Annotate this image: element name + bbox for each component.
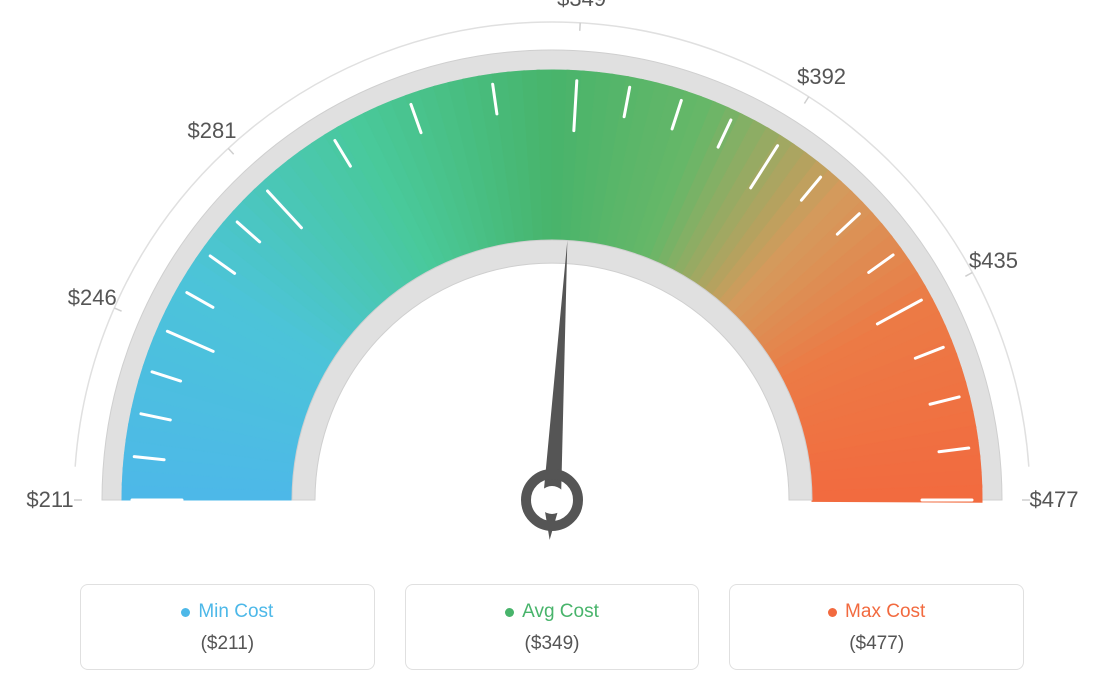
legend-avg-header: Avg Cost	[426, 601, 679, 623]
legend-card-max: Max Cost ($477)	[729, 584, 1024, 670]
legend-max-label: Max Cost	[845, 601, 925, 623]
legend-card-min: Min Cost ($211)	[80, 584, 375, 670]
gauge-tick-label: $211	[26, 487, 73, 513]
gauge-tick-label: $349	[557, 0, 606, 12]
legend-avg-value: ($349)	[426, 633, 679, 655]
cost-gauge-container: $211 $246 $281 $349 $392 $435 $477 Min Cost ($…	[0, 0, 1104, 690]
gauge-tick-label: $246	[68, 285, 117, 311]
legend-dot-max	[828, 608, 837, 617]
legend-dot-avg	[505, 608, 514, 617]
legend-max-header: Max Cost	[750, 601, 1003, 623]
legend-row: Min Cost ($211) Avg Cost ($349) Max Cost…	[80, 584, 1024, 670]
legend-avg-label: Avg Cost	[522, 601, 599, 623]
legend-min-label: Min Cost	[198, 601, 273, 623]
gauge-svg	[0, 0, 1104, 560]
gauge-tick-label: $435	[969, 248, 1018, 274]
gauge-tick-label: $281	[188, 118, 237, 144]
gauge-tick-label: $392	[797, 64, 846, 90]
gauge-tick-label: $477	[1030, 487, 1079, 513]
legend-dot-min	[181, 608, 190, 617]
legend-card-avg: Avg Cost ($349)	[405, 584, 700, 670]
gauge-chart: $211 $246 $281 $349 $392 $435 $477	[0, 0, 1104, 560]
legend-min-header: Min Cost	[101, 601, 354, 623]
legend-min-value: ($211)	[101, 633, 354, 655]
legend-max-value: ($477)	[750, 633, 1003, 655]
